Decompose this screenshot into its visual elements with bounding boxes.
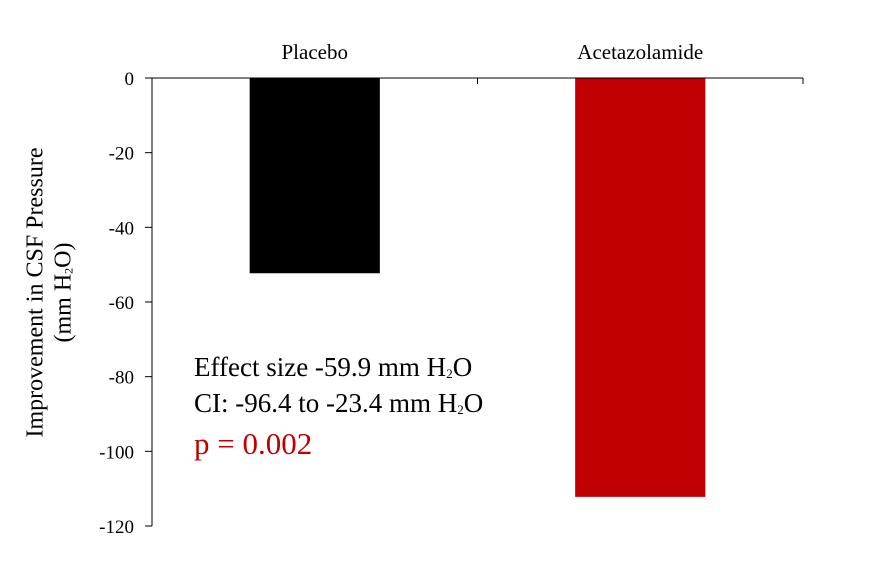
ci-subscript: 2: [457, 402, 464, 417]
y-tick-label: -120: [99, 517, 134, 538]
category-label: Placebo: [282, 40, 348, 64]
y-axis-label-line2: (mm H2O): [50, 63, 83, 523]
p-value-annotation: p = 0.002: [194, 426, 313, 461]
y-label-text-end: O): [50, 242, 77, 268]
ci-annotation: CI: -96.4 to -23.4 mm H2O: [194, 388, 483, 419]
y-tick-label: -20: [109, 144, 134, 165]
y-tick-label: -80: [109, 368, 134, 389]
effect-size-subscript: 2: [446, 366, 453, 381]
bar-acetazolamide: [575, 78, 706, 497]
y-label-subscript: 2: [61, 267, 76, 274]
y-label-text: (mm H: [50, 273, 77, 343]
ci-text: CI: -96.4 to -23.4 mm H: [194, 388, 458, 418]
y-tick-label: 0: [125, 69, 135, 90]
y-tick-label: -100: [99, 442, 134, 463]
ci-text-end: O: [463, 388, 484, 418]
effect-size-text: Effect size -59.9 mm H: [194, 352, 447, 382]
bar-placebo: [249, 78, 380, 274]
effect-size-annotation: Effect size -59.9 mm H2O: [194, 352, 472, 383]
effect-size-text-end: O: [452, 352, 473, 382]
category-label: Acetazolamide: [577, 40, 703, 64]
y-axis-label-line1: Improvement in CSF Pressure: [22, 147, 49, 438]
y-tick-label: -60: [109, 293, 134, 314]
y-tick-label: -40: [109, 218, 134, 239]
y-axis-label: Improvement in CSF Pressure (mm H2O): [22, 63, 83, 523]
